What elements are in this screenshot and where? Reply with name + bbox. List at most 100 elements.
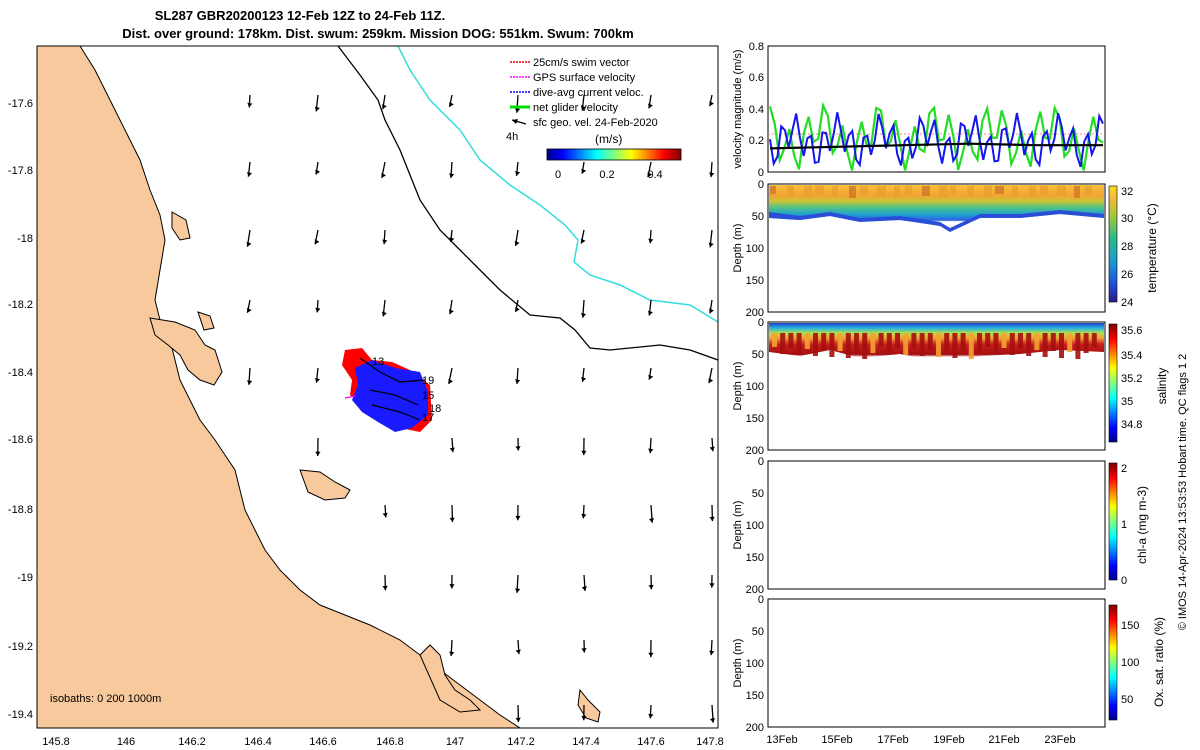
geo-arrow-head-42 xyxy=(581,450,587,456)
temperature-cblabel: temperature (°C) xyxy=(1145,203,1159,293)
temp-cbtick-4: 32 xyxy=(1121,186,1133,198)
ox-ytick-1: 50 xyxy=(752,626,764,638)
chla-ylabel: Depth (m) xyxy=(732,501,744,550)
salinity-lower-mask xyxy=(769,350,1104,449)
ox-cbtick-1: 100 xyxy=(1121,657,1139,669)
vel-ytick-2: 0.4 xyxy=(749,104,764,116)
sal-patch-29 xyxy=(1009,333,1015,355)
figure-title-line2: Dist. over ground: 178km. Dist. swum: 25… xyxy=(122,26,634,41)
copyright-note: © IMOS 14-Apr-2024 13:53:53 Hobart time.… xyxy=(1177,354,1189,631)
sal-cbtick-4: 35.6 xyxy=(1121,325,1142,337)
temp-patch-20 xyxy=(1074,186,1080,198)
sal-patch-19 xyxy=(927,333,933,350)
date-tick-3: 19Feb xyxy=(933,734,964,746)
geo-arrow-head-18 xyxy=(382,239,388,245)
date-tick-2: 17Feb xyxy=(877,734,908,746)
temp-cbtick-2: 28 xyxy=(1121,241,1133,253)
geo-arrow-head-50 xyxy=(709,516,715,522)
oxygen-ylabel: Depth (m) xyxy=(732,639,744,688)
salinity-high-patches xyxy=(772,333,1097,359)
temp-patch-15 xyxy=(995,186,1004,194)
geo-arrow-head-36 xyxy=(581,377,587,382)
sal-ytick-1: 50 xyxy=(752,349,764,361)
sal-ytick-2: 100 xyxy=(746,381,764,393)
geo-arrow-head-37 xyxy=(648,374,654,380)
date-tick-1: 15Feb xyxy=(821,734,852,746)
temp-patch-2 xyxy=(804,186,812,198)
temp-patch-16 xyxy=(1012,186,1018,196)
sal-patch-36 xyxy=(1067,333,1073,352)
oxygen-cblabel: Ox. sat. ratio (%) xyxy=(1152,617,1166,707)
temperature-ylabel: Depth (m) xyxy=(732,224,744,273)
temp-patch-3 xyxy=(815,186,824,194)
sal-ytick-0: 0 xyxy=(758,317,764,329)
sal-patch-15 xyxy=(895,333,900,348)
ox-ytick-3: 150 xyxy=(746,690,764,702)
temp-patch-8 xyxy=(894,186,900,198)
geo-arrow-head-52 xyxy=(449,584,455,589)
geo-arrow-head-4 xyxy=(514,108,521,113)
geo-arrow-head-32 xyxy=(247,380,253,385)
chla-ytick-4: 200 xyxy=(746,584,764,596)
map-xtick-5: 146.8 xyxy=(376,736,404,748)
sal-patch-9 xyxy=(845,333,851,358)
legend-gps: GPS surface velocity xyxy=(533,72,636,84)
date-x-ticks: 13Feb 15Feb 17Feb 19Feb 21Feb 23Feb xyxy=(766,734,1075,746)
geo-arrow-head-20 xyxy=(514,240,520,246)
chla-axes xyxy=(767,460,1106,590)
geo-arrow-head-2 xyxy=(381,104,387,110)
sal-patch-0 xyxy=(772,333,777,347)
map-legend: 25cm/s swim vector GPS surface velocity … xyxy=(506,57,682,181)
temp-patch-14 xyxy=(984,186,992,198)
map-ytick-8: -19.2 xyxy=(8,641,33,653)
sal-patch-17 xyxy=(911,333,917,349)
ox-ytick-4: 200 xyxy=(746,722,764,734)
temperature-lower-mask xyxy=(769,214,1104,311)
map-ytick-3: -18.2 xyxy=(8,299,33,311)
sal-patch-26 xyxy=(985,333,991,347)
salinity-cblabel: salinity xyxy=(1155,368,1169,405)
geo-arrow-head-45 xyxy=(382,512,388,518)
velocity-panel: velocity magnitude (m/s) 0 0.2 0.4 0.6 0… xyxy=(732,41,1106,179)
glider-date-labels: 13 19 15 18 17 xyxy=(372,356,441,424)
geo-arrow-head-39 xyxy=(315,451,321,456)
sal-patch-1 xyxy=(780,333,786,354)
legend-geo: sfc geo. vel. 24-Feb-2020 xyxy=(533,117,658,129)
map-ytick-6: -18.8 xyxy=(8,504,33,516)
geo-arrow-head-30 xyxy=(647,310,653,316)
geo-arrow-head-35 xyxy=(515,379,521,384)
geo-arrow-head-17 xyxy=(314,239,320,245)
geo-arrow-head-3 xyxy=(449,101,454,107)
chla-cbtick-2: 2 xyxy=(1121,463,1127,475)
date-tick-4: 21Feb xyxy=(988,734,1019,746)
geo-arrow-head-5 xyxy=(580,105,586,111)
map-xtick-2: 146.2 xyxy=(178,736,206,748)
map-xtick-7: 147.2 xyxy=(507,736,535,748)
island-cape2 xyxy=(577,688,601,723)
sal-patch-27 xyxy=(993,333,999,354)
geo-arrow-head-47 xyxy=(515,515,521,521)
sal-patch-24 xyxy=(968,333,974,359)
temp-patch-10 xyxy=(922,186,930,196)
geo-arrow-head-41 xyxy=(515,446,521,451)
sal-patch-35 xyxy=(1059,333,1064,358)
vel-ytick-1: 0.2 xyxy=(749,135,764,147)
map-colorbar xyxy=(546,148,682,161)
map-ytick-9: -19.4 xyxy=(8,709,33,721)
chla-ytick-1: 50 xyxy=(752,488,764,500)
sal-cbtick-2: 35.2 xyxy=(1121,373,1142,385)
temp-cbtick-0: 24 xyxy=(1121,297,1133,309)
map-x-ticks: 145.8 146 146.2 146.4 146.6 146.8 147 14… xyxy=(42,736,724,748)
geo-arrow-head-54 xyxy=(581,586,587,591)
geo-arrow-head-13 xyxy=(581,168,587,174)
temperature-thermocline xyxy=(769,210,1104,232)
geo-arrow-head-14 xyxy=(647,172,653,178)
map-xtick-9: 147.6 xyxy=(637,736,665,748)
sal-patch-37 xyxy=(1075,333,1081,359)
geo-arrow-head-44 xyxy=(709,446,715,452)
map-xtick-3: 146.4 xyxy=(244,736,272,748)
map-y-ticks: -17.6 -17.8 -18 -18.2 -18.4 -18.6 -18.8 … xyxy=(8,98,33,721)
temp-patch-12 xyxy=(950,186,956,194)
colorbar-tick-1: 0.2 xyxy=(599,169,614,181)
chla-cblabel: chl-a (mg m-3) xyxy=(1135,486,1149,564)
